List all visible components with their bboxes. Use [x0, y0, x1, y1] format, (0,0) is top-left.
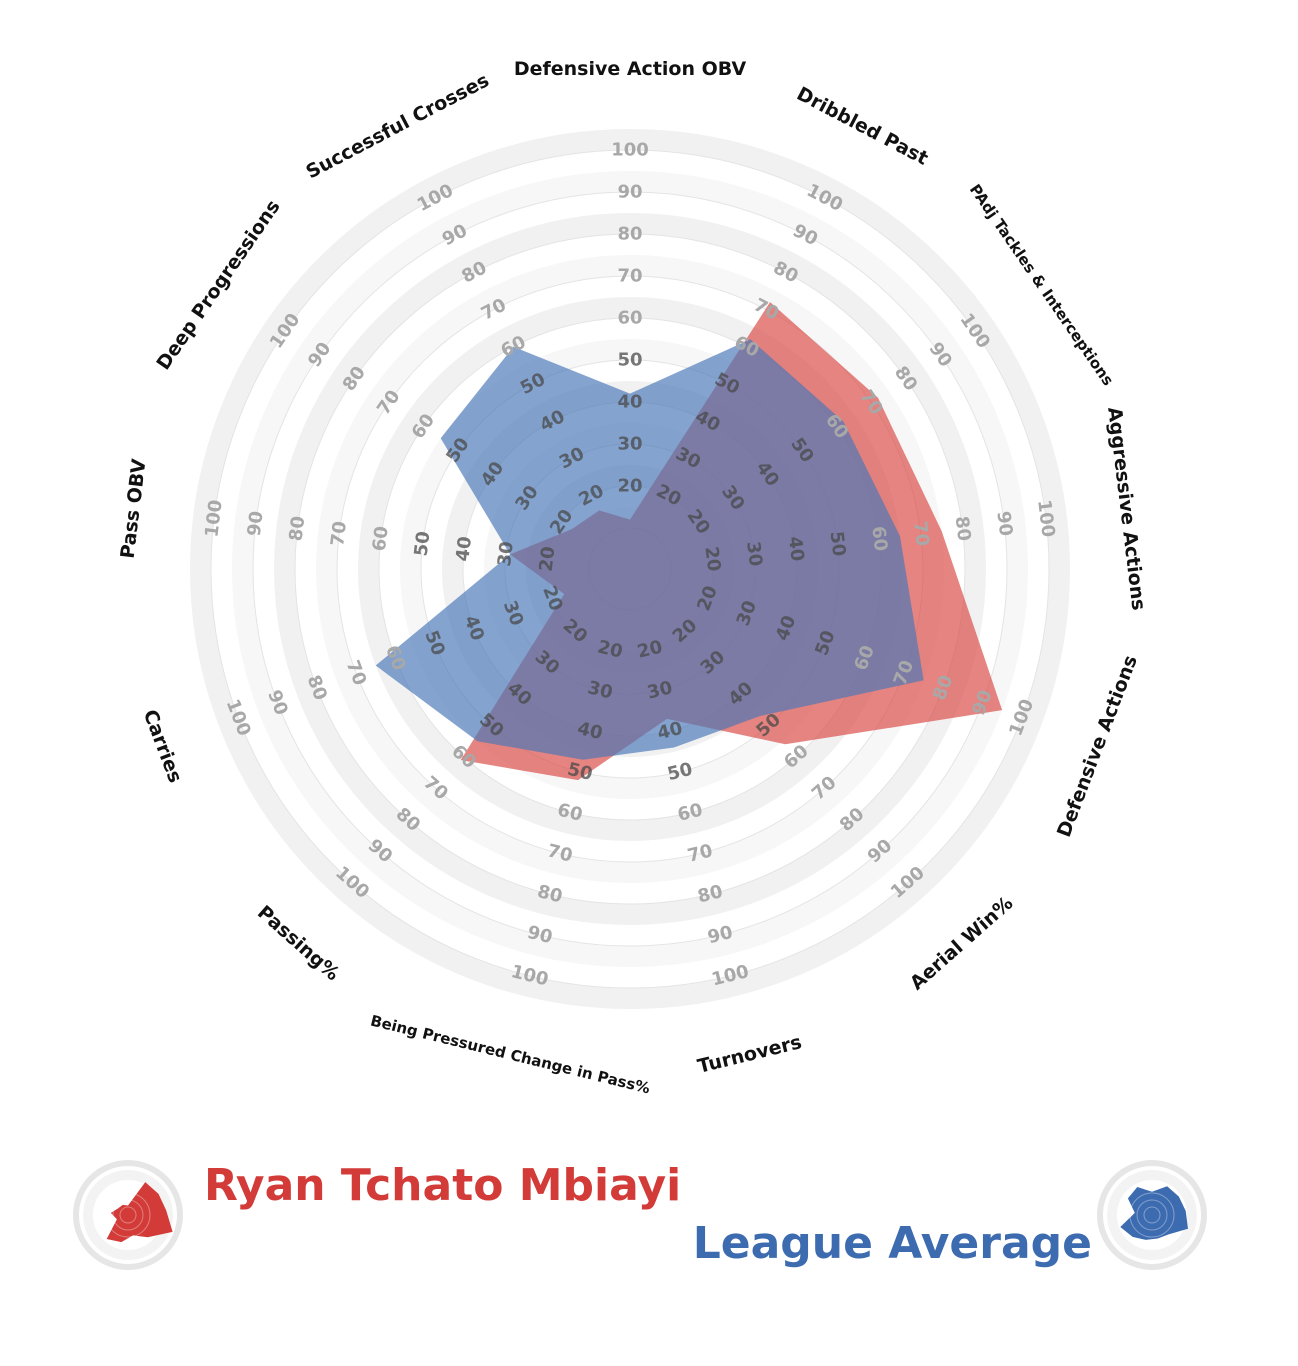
tick-label: 70: [909, 520, 933, 547]
axis-label: Passing%: [253, 901, 344, 985]
tick-label: 30: [742, 540, 766, 567]
icon-shape: [1120, 1186, 1188, 1240]
icon-ring: [112, 1199, 144, 1231]
axis-label: Being Pressured Change in Pass%: [369, 1011, 652, 1097]
grid-ring: [232, 171, 1028, 967]
icon-ring: [73, 1160, 183, 1270]
axis-label: Aerial Win%: [906, 892, 1018, 994]
icon-ring: [83, 1170, 173, 1260]
icon-ring: [1136, 1199, 1168, 1231]
axis-label: PAdj Tackles & Interceptions: [966, 181, 1117, 389]
tick-label: 70: [327, 520, 351, 547]
axis-label: Defensive Action OBV: [514, 58, 747, 80]
tick-label: 100: [611, 140, 649, 161]
grid-line: [252, 191, 1008, 947]
axis-label: Aggressive Actions: [1103, 406, 1149, 612]
grid-line: [294, 233, 966, 905]
tick-label: 50: [617, 350, 642, 371]
legend-average-name: League Average: [692, 1218, 1092, 1269]
legend-average-icon: [1097, 1160, 1207, 1270]
tick-label: 70: [617, 266, 642, 287]
icon-ring: [1143, 1206, 1161, 1224]
tick-label: 90: [992, 510, 1016, 537]
grid-line: [210, 149, 1050, 989]
axis-label: Pass OBV: [117, 457, 151, 559]
series-polygon-average: [375, 339, 924, 760]
icon-ring: [1107, 1170, 1197, 1260]
tick-label: 60: [617, 308, 642, 329]
icon-ring: [119, 1206, 137, 1224]
tick-label: 30: [494, 540, 518, 567]
legend-player-name: Ryan Tchato Mbiayi: [204, 1160, 682, 1211]
tick-label: 60: [369, 525, 393, 552]
tick-label: 80: [951, 515, 975, 542]
tick-label: 40: [452, 535, 476, 562]
tick-label: 50: [826, 530, 850, 557]
tick-label: 40: [784, 535, 808, 562]
icon-shape: [106, 1182, 173, 1243]
tick-label: 50: [411, 530, 435, 557]
tick-label: 100: [1033, 499, 1058, 539]
tick-label: 100: [201, 499, 226, 539]
axis-label: Dribbled Past: [793, 83, 932, 170]
tick-label: 90: [244, 510, 268, 537]
tick-label: 90: [617, 182, 642, 203]
tick-label: 40: [617, 392, 642, 413]
tick-label: 30: [617, 434, 642, 455]
grid-ring: [274, 213, 986, 925]
tick-label: 20: [536, 545, 560, 572]
legend-player-icon: [73, 1160, 183, 1270]
axis-label: Turnovers: [695, 1031, 803, 1078]
tick-label: 80: [285, 515, 309, 542]
axis-label: Carries: [139, 707, 187, 786]
grid-ring: [190, 129, 1070, 1009]
icon-ring: [1097, 1160, 1207, 1270]
axis-label: Defensive Actions: [1053, 652, 1142, 840]
tick-label: 80: [617, 224, 642, 245]
tick-label: 60: [867, 525, 891, 552]
icon-ring: [105, 1192, 151, 1238]
tick-label: 20: [617, 476, 642, 497]
icon-ring: [1129, 1192, 1175, 1238]
tick-label: 20: [700, 545, 724, 572]
